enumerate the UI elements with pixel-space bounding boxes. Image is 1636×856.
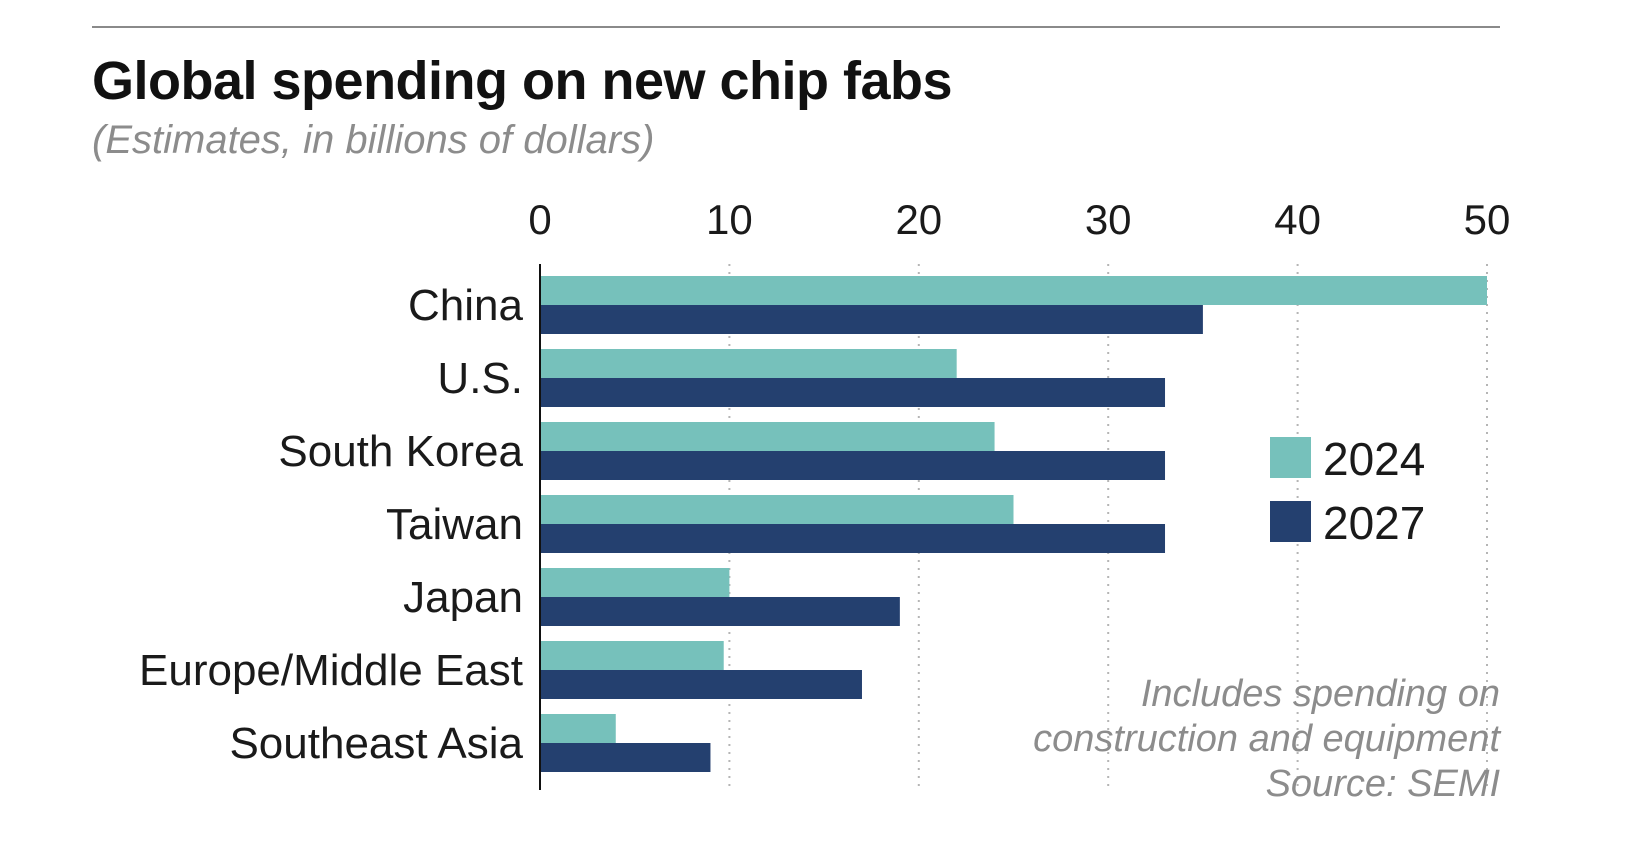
bar-2027: [540, 597, 900, 626]
bar-2027: [540, 670, 862, 699]
x-tick-label: 40: [1274, 196, 1321, 243]
x-tick-label: 0: [528, 196, 551, 243]
category-label: Taiwan: [386, 500, 523, 549]
bar-2027: [540, 524, 1166, 553]
bar-2024: [540, 276, 1487, 305]
bar-2024: [540, 641, 724, 670]
x-tick-label: 50: [1464, 196, 1511, 243]
legend-swatch: [1270, 437, 1311, 478]
legend-label: 2027: [1323, 497, 1425, 549]
x-tick-label: 20: [895, 196, 942, 243]
bar-2024: [540, 714, 616, 743]
x-tick-label: 30: [1085, 196, 1132, 243]
chart-subtitle: (Estimates, in billions of dollars): [92, 118, 655, 162]
bar-2024: [540, 422, 995, 451]
category-label: Europe/Middle East: [139, 646, 523, 695]
bar-2027: [540, 451, 1166, 480]
category-label: South Korea: [278, 427, 523, 476]
category-label: U.S.: [437, 354, 523, 403]
bar-2024: [540, 495, 1014, 524]
category-label: China: [408, 281, 523, 330]
note-line-1: Includes spending on: [1140, 673, 1500, 715]
bar-2027: [540, 378, 1166, 407]
x-tick-label: 10: [706, 196, 753, 243]
note-line-2: construction and equipment: [1033, 718, 1500, 760]
category-label: Japan: [403, 573, 523, 622]
bar-2024: [540, 568, 730, 597]
chart-note: Includes spending on construction and eq…: [1033, 672, 1500, 807]
top-rule: [92, 26, 1500, 28]
bar-2027: [540, 305, 1203, 334]
legend-swatch: [1270, 501, 1311, 542]
chart-title: Global spending on new chip fabs: [92, 51, 953, 111]
bar-2027: [540, 743, 711, 772]
bar-2024: [540, 349, 957, 378]
legend-label: 2024: [1323, 433, 1425, 485]
source-line: Source: SEMI: [1265, 763, 1500, 805]
category-label: Southeast Asia: [229, 719, 523, 768]
